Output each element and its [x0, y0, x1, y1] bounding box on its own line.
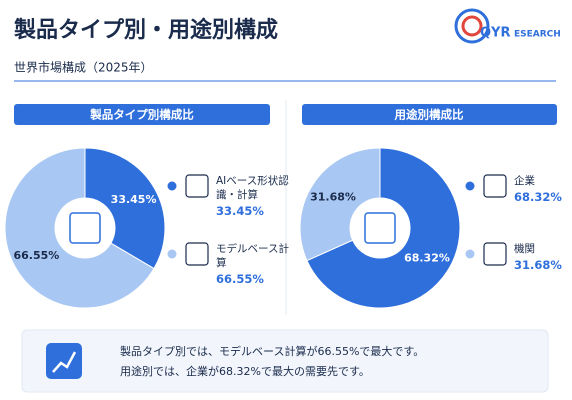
- legend-dot: [465, 249, 475, 259]
- legend-value: 66.55%: [216, 272, 264, 286]
- center-icon: [364, 212, 396, 244]
- subtitle: 世界市場構成（2025年）: [14, 60, 153, 75]
- legend-icon: [483, 174, 507, 198]
- donut-hole: [56, 199, 114, 257]
- logo-text: ESEARCH: [514, 30, 561, 40]
- charts: 33.45% AIベース形状認識・計算 33.45% 66.55% モデルベース計算 66…: [4, 147, 562, 309]
- legend-item: AIベース形状認識・計算 33.45%: [216, 175, 289, 218]
- panel-title: 製品タイプ別構成比: [89, 108, 194, 122]
- legend-label: AIベース形状認識・計算: [216, 175, 289, 201]
- footer-icon: [52, 351, 77, 373]
- donut-segment: [4, 147, 155, 309]
- center-icon: [69, 212, 101, 244]
- legend-item: モデルベース計算 66.55%: [216, 243, 289, 286]
- legend-icon: [483, 242, 507, 266]
- legend-dot: [465, 181, 475, 191]
- footer-line: 用途別では、企業が68.32%で最大の需要先です。: [120, 364, 370, 378]
- donut-hole: [351, 199, 409, 257]
- panel-header: [14, 104, 270, 125]
- donut-segment: [299, 147, 381, 262]
- donut-segment: [84, 147, 166, 270]
- legend-label: 機関: [514, 243, 535, 255]
- legend-label: モデルベース計算: [216, 243, 289, 269]
- legend-icon: [185, 174, 209, 198]
- panel-title: 用途別構成比: [394, 108, 464, 122]
- footer-box: [21, 329, 549, 393]
- title: 製品タイプ別・用途別構成: [13, 17, 278, 43]
- legend-item: 機関 31.68%: [514, 243, 562, 272]
- legend-label: 企業: [514, 175, 535, 187]
- legend-value: 31.68%: [514, 258, 562, 272]
- legend-icon: [185, 242, 209, 266]
- footer-icon: [46, 343, 82, 379]
- data-label: 68.32%: [404, 251, 450, 264]
- data-label: 33.45%: [111, 193, 157, 206]
- logo-mark: QYR: [480, 26, 510, 41]
- legend-dot: [167, 249, 177, 259]
- legend-value: 68.32%: [514, 190, 562, 204]
- legend-dot: [167, 181, 177, 191]
- footer-line: 製品タイプ別では、モデルベース計算が66.55%で最大です。: [120, 344, 424, 358]
- legend-value: 33.45%: [216, 204, 264, 218]
- panel-header: [302, 104, 557, 125]
- data-label: 66.55%: [13, 249, 59, 262]
- legend-item: 企業 68.32%: [514, 175, 562, 204]
- donut-segment: [306, 147, 461, 309]
- data-label: 31.68%: [310, 191, 356, 204]
- logo: QYR ESEARCH: [454, 8, 561, 44]
